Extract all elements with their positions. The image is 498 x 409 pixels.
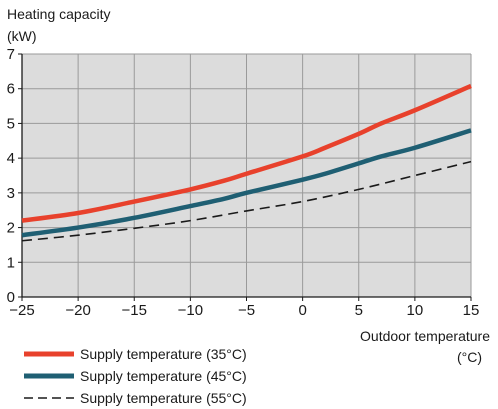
legend-item-45: Supply temperature (45°C)	[24, 365, 247, 387]
x-tick-label: −20	[65, 302, 90, 319]
x-tick-label: 15	[463, 302, 480, 319]
legend-swatch-35	[24, 351, 74, 357]
y-tick-label: 2	[7, 220, 15, 237]
series-line-35	[21, 83, 472, 223]
series-line-55	[21, 160, 472, 242]
y-tick-label: 6	[7, 81, 15, 98]
y-tick-label: 4	[7, 150, 15, 167]
x-tick-label: −15	[122, 302, 147, 319]
x-tick-label: −10	[178, 302, 203, 319]
legend-item-35: Supply temperature (35°C)	[24, 343, 247, 365]
series-line-45	[21, 128, 472, 238]
y-tick-label: 3	[7, 185, 15, 202]
x-tick-label: 10	[407, 302, 424, 319]
legend-swatch-45	[24, 373, 74, 379]
y-tick-label: 7	[7, 46, 15, 63]
legend-label-55: Supply temperature (55°C)	[80, 390, 247, 406]
x-axis-label-line1: Outdoor temperature	[360, 328, 490, 344]
x-tick-label: 0	[298, 302, 306, 319]
x-tick-label: 5	[355, 302, 363, 319]
y-tick-label: 0	[7, 289, 15, 306]
legend: Supply temperature (35°C) Supply tempera…	[24, 343, 247, 409]
legend-swatch-55	[24, 397, 74, 399]
x-axis-label-line2: (°C)	[456, 349, 482, 365]
x-tick-label: −5	[238, 302, 255, 319]
y-axis-label-line2: (kW)	[7, 28, 37, 44]
legend-item-55: Supply temperature (55°C)	[24, 387, 247, 409]
legend-label-45: Supply temperature (45°C)	[80, 368, 247, 384]
y-axis-label-line1: Heating capacity	[7, 6, 111, 22]
legend-label-35: Supply temperature (35°C)	[80, 346, 247, 362]
y-tick-label: 1	[7, 254, 15, 271]
y-tick-labels: 0 1 2 3 4 5 6 7	[7, 46, 15, 306]
axes	[18, 53, 472, 301]
x-tick-label: −25	[9, 302, 34, 319]
x-tick-labels: −25 −20 −15 −10 −5 0 5 10 15	[9, 302, 479, 319]
y-tick-label: 5	[7, 115, 15, 132]
series-lines	[21, 83, 472, 242]
